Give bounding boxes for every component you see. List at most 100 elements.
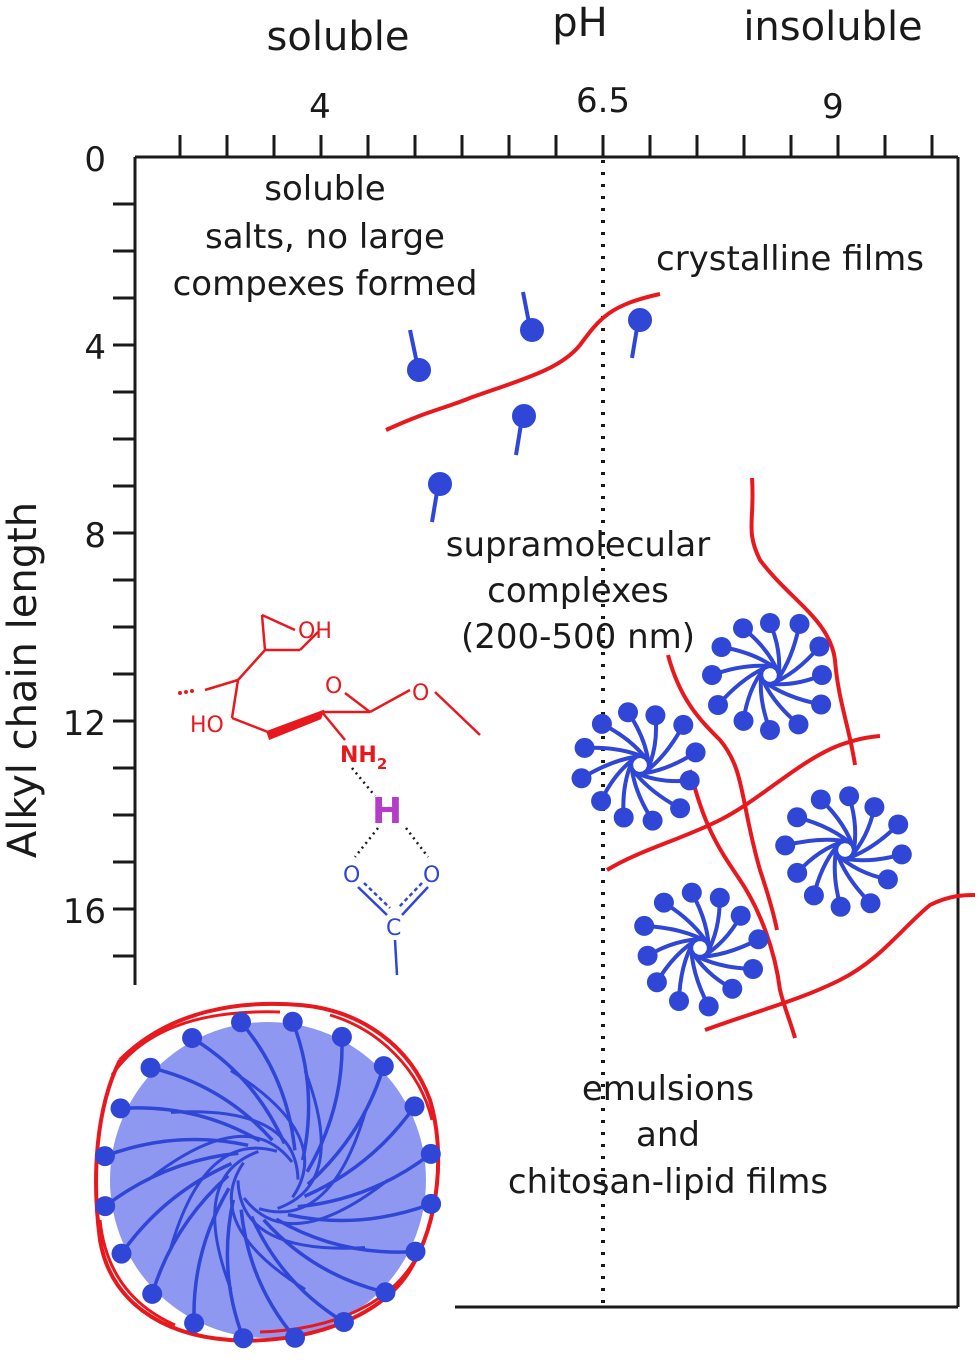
micelle-head	[733, 710, 754, 731]
plot-frame	[133, 155, 960, 1309]
droplet-lipid-head	[233, 1328, 254, 1349]
nh2-label: NH2	[340, 743, 387, 773]
droplet-lipid-head	[404, 1096, 425, 1117]
chitosan-network	[605, 477, 976, 1039]
ring-bond	[344, 692, 371, 713]
micelle-head	[877, 869, 898, 890]
droplet-lipid-tail	[262, 1218, 386, 1295]
droplet-lipid-head	[375, 1282, 396, 1303]
micelle-head	[888, 814, 909, 835]
droplet-inner-chain	[170, 1110, 300, 1180]
carboxylate-oxygen-right: O	[423, 863, 440, 888]
micelle-head	[830, 896, 851, 917]
supramolecular-line-2: complexes	[487, 571, 669, 611]
chain-dot	[178, 691, 182, 695]
carboxylate-bond	[401, 886, 429, 916]
micelle-head	[646, 972, 667, 993]
micelle-head	[571, 768, 592, 789]
micelle-head	[591, 791, 612, 811]
emulsions-line-3: chitosan-lipid films	[508, 1162, 828, 1202]
micelle-head	[730, 905, 751, 926]
droplet-lipid-tail	[225, 1199, 245, 1339]
droplet-lipid-tail	[120, 1161, 233, 1255]
droplet-lipid-head	[94, 1146, 115, 1167]
droplet-lipid-tail	[104, 1151, 239, 1208]
droplet-lipid-head	[333, 1312, 354, 1332]
soluble-salts-line-3: compexes formed	[173, 264, 478, 304]
chitosan-chain-crystalline	[385, 292, 661, 432]
droplet-lipid-tail	[192, 1187, 231, 1324]
droplet-lipid-tail	[275, 1217, 416, 1254]
droplet-lipid-tail	[191, 1036, 287, 1145]
micelle-head	[709, 887, 730, 908]
micelle-head	[789, 613, 810, 634]
lipid-head	[520, 318, 544, 342]
chitosan-coating-outer	[98, 1010, 434, 1334]
droplet-lipid-tail	[297, 1152, 432, 1209]
polymer-strand	[704, 893, 976, 1032]
droplet-inner-chain	[213, 1150, 259, 1290]
droplet-lipid-head	[184, 1313, 205, 1334]
soluble-header: soluble	[267, 14, 410, 60]
droplet-inner-chain	[236, 1180, 366, 1250]
droplet-lipid-tail	[291, 1021, 311, 1161]
lipid-head	[512, 404, 536, 428]
carboxyl-carbon-label: C	[386, 916, 401, 941]
micelle-head	[743, 959, 763, 979]
droplet-lipid-tail	[239, 1209, 297, 1339]
y-tick-label-0: 0	[84, 140, 106, 180]
micelle-head	[698, 996, 719, 1017]
carboxylate-bond	[363, 882, 391, 909]
droplet-lipid-tail	[104, 1137, 249, 1158]
micelle-head	[681, 882, 702, 903]
oh-label: OH	[298, 619, 332, 644]
micelle-head	[812, 665, 832, 685]
micelle-head	[787, 807, 808, 828]
chitosan-monomer-structure: OH O HO O NH2 H O O C	[178, 613, 481, 976]
polymer-strand	[605, 734, 881, 872]
micelle	[634, 882, 769, 1017]
droplet-lipid-tail	[287, 1202, 432, 1223]
micelle-head	[637, 945, 658, 966]
insoluble-header: insoluble	[743, 4, 922, 50]
droplet-inner-chain	[230, 1069, 307, 1199]
emulsion-droplet	[94, 1001, 442, 1349]
droplet-lipid-tail	[150, 1065, 274, 1142]
micelle-head	[787, 862, 808, 883]
micelle-head	[653, 892, 674, 913]
micelle-head	[809, 636, 830, 657]
droplet-lipid-head	[420, 1143, 441, 1164]
oil-droplet	[110, 1022, 426, 1338]
ring-bond	[237, 649, 266, 681]
emulsions-line-2: and	[636, 1115, 700, 1155]
emulsions-line-1: emulsions	[582, 1069, 754, 1109]
alkyl-bond	[393, 939, 399, 976]
micelle-head	[574, 737, 595, 758]
micelle-head	[864, 797, 885, 818]
micelle-head	[670, 798, 691, 819]
micelle-head	[722, 978, 743, 999]
micelle-head	[775, 835, 796, 856]
crystalline-films-label: crystalline films	[656, 239, 924, 279]
droplet-lipid-head	[142, 1283, 163, 1304]
droplet-inner-chain	[169, 1146, 278, 1249]
droplet-inner-chain	[242, 1178, 389, 1226]
micelle-head	[803, 885, 824, 906]
droplet-lipid-head	[285, 1327, 305, 1348]
x-tick-label-4: 4	[309, 87, 331, 127]
chain-dot	[184, 690, 188, 694]
x-ticks	[178, 135, 934, 157]
micelle-head	[634, 915, 655, 936]
polymer-strand	[749, 477, 857, 766]
micelle-clusters	[571, 613, 912, 1017]
micelle-head	[685, 742, 706, 763]
lipid-head	[628, 308, 652, 332]
micelle-head	[810, 789, 831, 810]
micelle-head	[702, 665, 722, 685]
droplet-lipid-tail	[239, 1021, 297, 1151]
droplet-lipid-tail	[120, 1106, 261, 1143]
soluble-salts-line-2: salts, no large	[205, 217, 445, 257]
y-tick-label-16: 16	[63, 892, 106, 932]
carboxylate-oxygen-left: O	[343, 863, 360, 888]
